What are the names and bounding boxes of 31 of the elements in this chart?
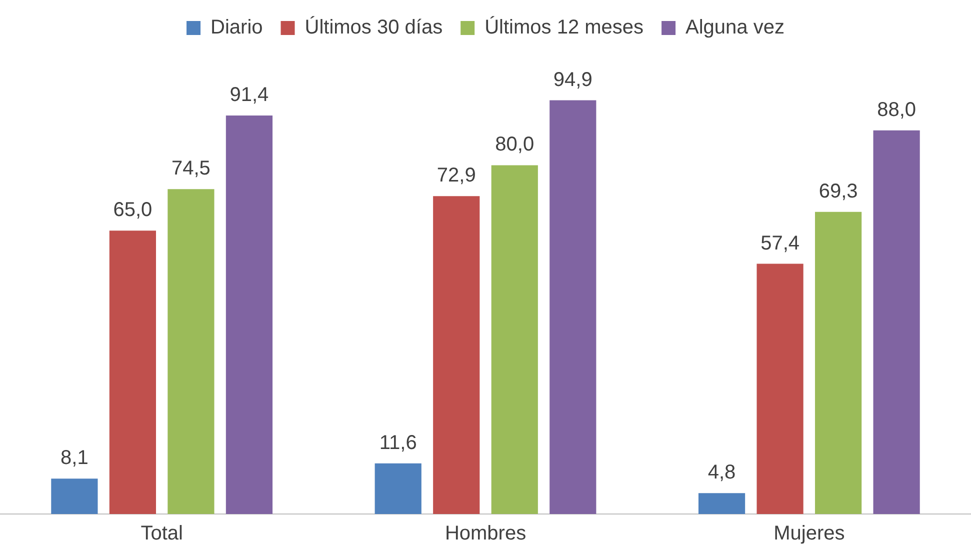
x-tick-label: Mujeres — [774, 522, 845, 545]
bar — [873, 130, 920, 514]
bar — [814, 212, 862, 514]
bar — [226, 115, 273, 514]
bar — [168, 189, 214, 514]
bar — [756, 264, 804, 514]
data-label: 88,0 — [877, 98, 916, 121]
data-label: 94,9 — [553, 68, 592, 91]
bar — [491, 165, 538, 514]
bar — [374, 463, 422, 514]
legend-label: Últimos 30 días — [304, 16, 443, 39]
x-tick-label: Total — [140, 522, 183, 545]
data-label: 11,6 — [379, 432, 417, 454]
data-label: 91,4 — [230, 84, 269, 106]
legend-label: Diario — [210, 16, 263, 39]
bar — [550, 100, 596, 514]
legend-label: Alguna vez — [686, 16, 784, 39]
bar — [109, 230, 156, 514]
data-label: 72,9 — [436, 164, 476, 187]
data-label: 74,5 — [171, 158, 210, 180]
bar — [698, 493, 746, 514]
data-label: 57,4 — [760, 232, 800, 254]
bar — [433, 196, 480, 514]
bar — [51, 478, 98, 514]
data-label: 69,3 — [818, 180, 858, 202]
legend-label: Últimos 12 meses — [484, 16, 644, 39]
x-tick-label: Hombres — [444, 522, 526, 545]
data-label: 4,8 — [708, 462, 736, 484]
data-label: 80,0 — [495, 134, 534, 156]
data-label: 65,0 — [113, 199, 152, 222]
data-label: 8,1 — [60, 447, 88, 470]
